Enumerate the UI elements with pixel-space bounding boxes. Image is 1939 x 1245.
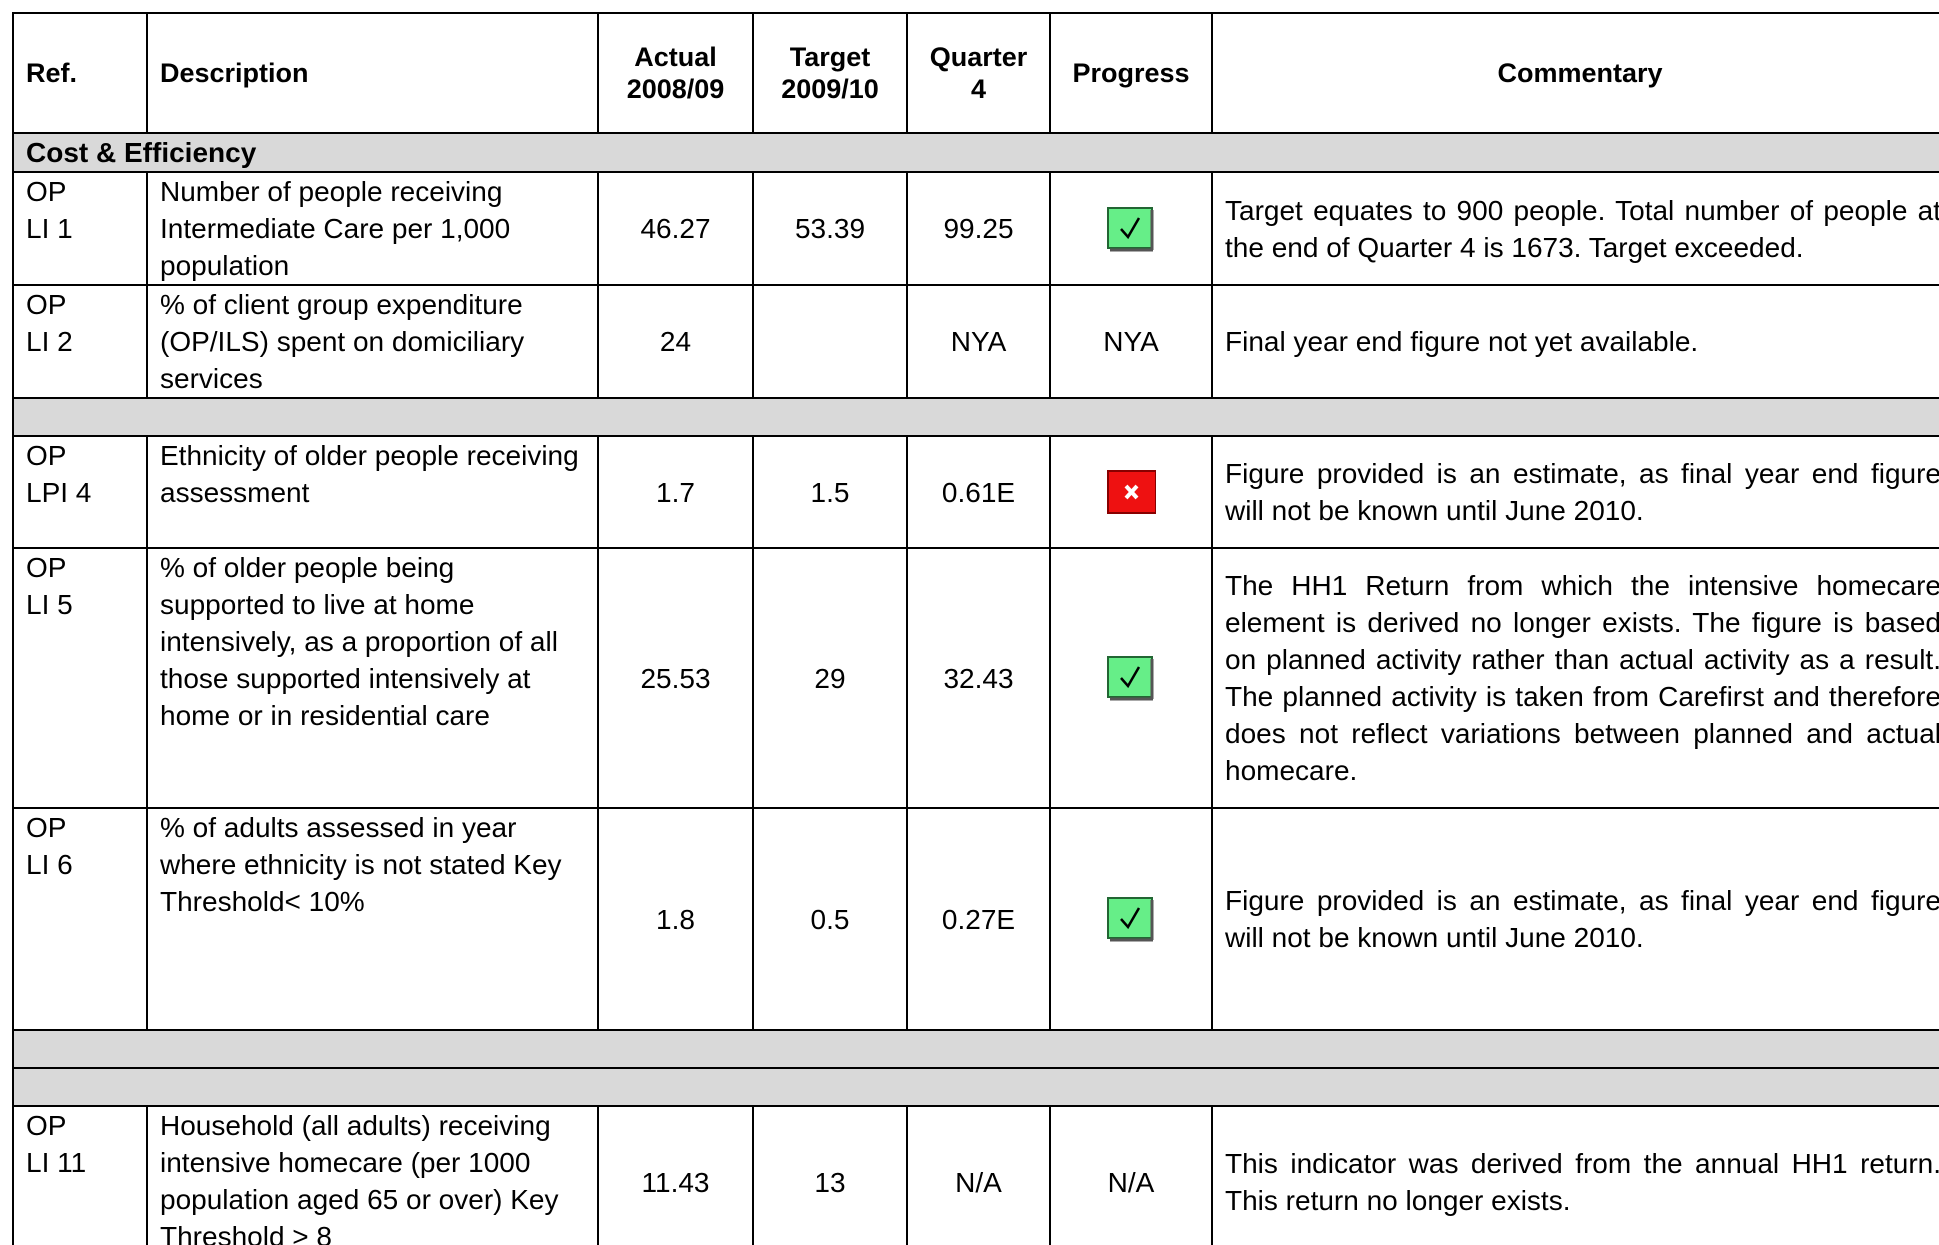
ref-cell: OP LPI 4 [12,435,148,549]
progress-cell: N/A [1049,1105,1213,1245]
section-row [12,1029,1939,1069]
header-cell: Actual 2008/09 [597,12,754,134]
description-cell: % of older people being supported to liv… [146,547,599,809]
progress-cell [1049,807,1213,1031]
progress-cell: NYA [1049,284,1213,399]
header-cell: Target 2009/10 [752,12,908,134]
description-cell: Ethnicity of older people receiving asse… [146,435,599,549]
quarter4-cell: 0.27E [906,807,1051,1031]
header-cell: Description [146,12,599,134]
section-title [12,1067,1939,1107]
data-row: OP LI 1 Number of people receiving Interm… [12,171,1939,286]
actual-cell: 1.7 [597,435,754,549]
target-cell: 1.5 [752,435,908,549]
tick-icon [1107,656,1154,701]
progress-cell [1049,435,1213,549]
data-row: OP LI 6% of adults assessed in year wher… [12,807,1939,1031]
quarter4-cell: 99.25 [906,171,1051,286]
header-cell: Progress [1049,12,1213,134]
description-cell: Number of people receiving Intermediate … [146,171,599,286]
data-row: OP LI 2% of client group expenditure (OP… [12,284,1939,399]
actual-cell: 46.27 [597,171,754,286]
section-title [12,397,1939,437]
quarter4-cell: 0.61E [906,435,1051,549]
data-row: OP LI 5% of older people being supported… [12,547,1939,809]
quarter4-cell: 32.43 [906,547,1051,809]
description-cell: % of client group expenditure (OP/ILS) s… [146,284,599,399]
ref-cell: OP LI 5 [12,547,148,809]
ref-cell: OP LI 6 [12,807,148,1031]
commentary-cell: Final year end figure not yet available. [1211,284,1939,399]
actual-cell: 1.8 [597,807,754,1031]
data-row: OP LI 11 Household (all adults) receiving… [12,1105,1939,1245]
section-title [12,1029,1939,1069]
section-row: Cost & Efficiency [12,132,1939,173]
target-cell: 13 [752,1105,908,1245]
header-cell: Ref. [12,12,148,134]
table-wrap: Ref. Description Actual 2008/09 Target 2009… [12,12,1939,1245]
section-row [12,1067,1939,1107]
target-cell: 53.39 [752,171,908,286]
performance-table: Ref. Description Actual 2008/09 Target 2009… [12,12,1939,1245]
header-cell: Commentary [1211,12,1939,134]
ref-cell: OP LI 11 [12,1105,148,1245]
actual-cell: 24 [597,284,754,399]
header-cell: Quarter 4 [906,12,1051,134]
quarter4-cell: N/A [906,1105,1051,1245]
description-cell: Household (all adults) receiving intensi… [146,1105,599,1245]
commentary-cell: Target equates to 900 people. Total numb… [1211,171,1939,286]
commentary-cell: Figure provided is an estimate, as final… [1211,807,1939,1031]
cross-icon [1107,470,1156,514]
target-cell: 29 [752,547,908,809]
progress-cell [1049,171,1213,286]
actual-cell: 11.43 [597,1105,754,1245]
actual-cell: 25.53 [597,547,754,809]
section-row [12,397,1939,437]
section-title: Cost & Efficiency [12,132,1939,173]
tick-icon [1107,206,1154,251]
tick-icon [1107,897,1154,942]
header-row: Ref. Description Actual 2008/09 Target 2009… [12,12,1939,134]
data-row: OP LPI 4 Ethnicity of older people receiv… [12,435,1939,549]
target-cell [752,284,908,399]
description-cell: % of adults assessed in year where ethni… [146,807,599,1031]
progress-cell [1049,547,1213,809]
commentary-cell: The HH1 Return from which the intensive … [1211,547,1939,809]
commentary-cell: This indicator was derived from the annu… [1211,1105,1939,1245]
commentary-cell: Figure provided is an estimate, as final… [1211,435,1939,549]
ref-cell: OP LI 1 [12,171,148,286]
ref-cell: OP LI 2 [12,284,148,399]
target-cell: 0.5 [752,807,908,1031]
quarter4-cell: NYA [906,284,1051,399]
